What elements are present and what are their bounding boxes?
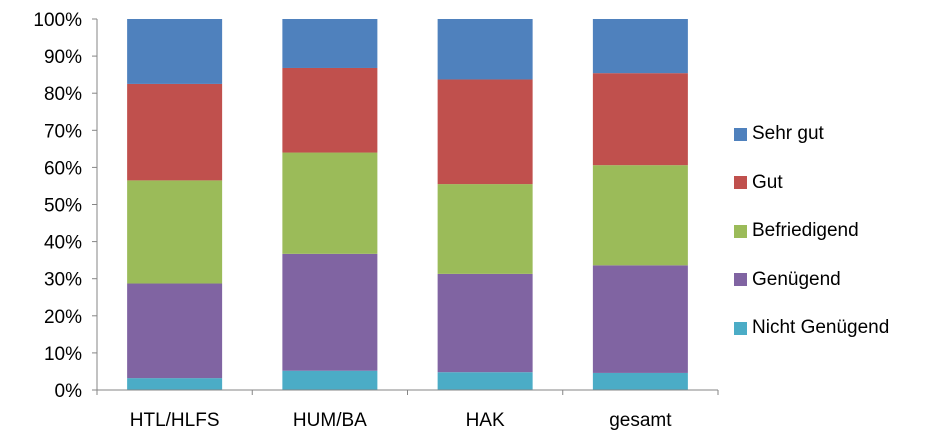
legend-swatch xyxy=(734,176,747,190)
bar-segment xyxy=(592,165,688,266)
legend-item: Sehr gut xyxy=(734,110,949,159)
x-tick-label: gesamt xyxy=(609,410,672,431)
y-tick-label: 40% xyxy=(44,233,82,254)
y-tick-label: 70% xyxy=(44,121,82,142)
bar-segment xyxy=(592,265,688,373)
legend-swatch xyxy=(734,224,747,238)
legend-label: Sehr gut xyxy=(752,123,824,145)
x-tick-label: HAK xyxy=(466,410,505,431)
bars-group xyxy=(127,19,688,390)
bar-segment xyxy=(127,180,223,284)
y-tick-label: 80% xyxy=(44,84,82,105)
y-tick-label: 10% xyxy=(44,344,82,365)
x-tick-label: HTL/HLFS xyxy=(130,410,220,431)
legend-item: Gut xyxy=(734,159,949,208)
legend-swatch xyxy=(734,321,747,335)
legend-label: Nicht Genügend xyxy=(752,317,890,339)
bar-segment xyxy=(437,184,533,274)
y-axis-ticks: 0% 10% 20% 30% 40% 50% 60% 70% 80% 90% 100% xyxy=(33,10,719,402)
bar-segment xyxy=(437,19,533,80)
bar-segment xyxy=(437,273,533,373)
y-tick-label: 60% xyxy=(44,158,82,179)
x-axis-labels: HTL/HLFS HUM/BA HAK gesamt xyxy=(130,410,672,431)
legend-label: Gut xyxy=(752,171,783,193)
bar-segment xyxy=(127,378,223,390)
y-tick-label: 50% xyxy=(44,196,82,217)
bar-segment xyxy=(127,19,223,84)
legend: Sehr gut Gut Befriedigend Genügend Nicht Gen… xyxy=(734,110,949,353)
bar-segment xyxy=(282,19,378,68)
legend-swatch xyxy=(734,127,747,141)
bar-segment xyxy=(282,152,378,254)
y-tick-label: 30% xyxy=(44,270,82,291)
bar-segment xyxy=(282,67,378,153)
bar-segment xyxy=(437,372,533,390)
bar-segment xyxy=(127,83,223,181)
bar-segment xyxy=(282,253,378,371)
y-tick-label: 90% xyxy=(44,47,82,68)
y-tick-label: 20% xyxy=(44,307,82,328)
x-tick-label: HUM/BA xyxy=(293,410,367,431)
legend-swatch xyxy=(734,273,747,287)
bar-segment xyxy=(282,370,378,390)
legend-item: Genügend xyxy=(734,256,949,305)
legend-item: Nicht Genügend xyxy=(734,304,949,353)
bar-segment xyxy=(592,372,688,390)
legend-item: Befriedigend xyxy=(734,207,949,256)
y-tick-label: 100% xyxy=(33,10,82,31)
bar-segment xyxy=(437,79,533,185)
bar-segment xyxy=(592,73,688,166)
legend-label: Genügend xyxy=(752,268,841,290)
y-tick-label: 0% xyxy=(55,381,83,402)
bar-segment xyxy=(127,283,223,379)
legend-label: Befriedigend xyxy=(752,220,859,242)
bar-segment xyxy=(592,19,688,74)
